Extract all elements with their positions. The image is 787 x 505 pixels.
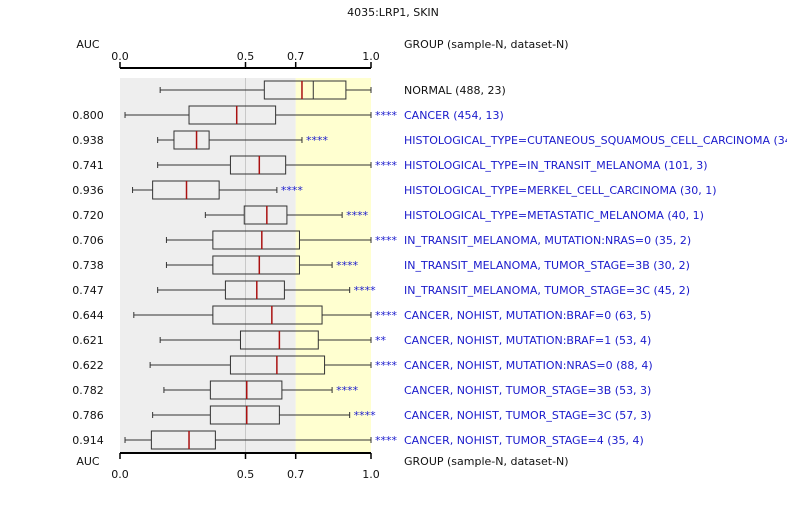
group-label: HISTOLOGICAL_TYPE=METASTATIC_MELANOMA (4… — [404, 209, 704, 222]
auc-value: 0.786 — [72, 409, 104, 422]
significance-stars: **** — [354, 409, 377, 422]
tick-label: 0.7 — [287, 50, 305, 63]
auc-value: 0.782 — [72, 384, 104, 397]
significance-stars: **** — [354, 284, 377, 297]
top-group-label: GROUP (sample-N, dataset-N) — [404, 38, 569, 51]
tick-label: 0.5 — [237, 468, 255, 481]
auc-value: 0.747 — [72, 284, 104, 297]
group-label: CANCER, NOHIST, TUMOR_STAGE=3B (53, 3) — [404, 384, 651, 397]
tick-label: 0.7 — [287, 468, 305, 481]
auc-value: 0.644 — [72, 309, 104, 322]
significance-stars: **** — [375, 434, 398, 447]
boxplot-row: 0.720 **** HISTOLOGICAL_TYPE=METASTATIC_ME… — [72, 205, 704, 225]
group-label: CANCER, NOHIST, TUMOR_STAGE=4 (35, 4) — [404, 434, 644, 447]
group-label: HISTOLOGICAL_TYPE=CUTANEOUS_SQUAMOUS_CEL… — [404, 134, 787, 147]
tick-label: 0.0 — [111, 50, 129, 63]
boxplot-row: 0.741 **** HISTOLOGICAL_TYPE=IN_TRANSIT_ME… — [72, 155, 708, 175]
reference-box-normal: NORMAL (488, 23) — [159, 80, 506, 100]
box-box — [243, 205, 288, 225]
box-box — [224, 280, 285, 300]
group-label: HISTOLOGICAL_TYPE=MERKEL_CELL_CARCINOMA … — [404, 184, 717, 197]
auc-value: 0.622 — [72, 359, 104, 372]
box-box — [209, 405, 280, 425]
significance-stars: **** — [375, 234, 398, 247]
significance-stars: **** — [375, 309, 398, 322]
auc-value: 0.706 — [72, 234, 104, 247]
box-box — [150, 430, 216, 450]
boxplot-row: 0.621 ** CANCER, NOHIST, MUTATION:BRAF=1 (… — [72, 330, 651, 350]
auc-value: 0.800 — [72, 109, 104, 122]
significance-stars: **** — [375, 359, 398, 372]
significance-stars: **** — [375, 109, 398, 122]
significance-stars: **** — [306, 134, 329, 147]
group-label: CANCER (454, 13) — [404, 109, 504, 122]
group-label: HISTOLOGICAL_TYPE=IN_TRANSIT_MELANOMA (1… — [404, 159, 708, 172]
significance-stars: ** — [375, 334, 387, 347]
significance-stars: **** — [346, 209, 369, 222]
auc-value: 0.914 — [72, 434, 104, 447]
significance-stars: **** — [336, 259, 359, 272]
box-box — [212, 230, 300, 250]
axis-bottom: 0.0 0.5 0.7 1.0 — [111, 452, 380, 481]
significance-stars: **** — [336, 384, 359, 397]
auc-value: 0.936 — [72, 184, 104, 197]
auc-value: 0.938 — [72, 134, 104, 147]
chart-title: 4035:LRP1, SKIN — [347, 6, 439, 19]
tick-label: 0.5 — [237, 50, 255, 63]
boxplot-row: 0.914 **** CANCER, NOHIST, TUMOR_STAGE=4 (… — [72, 430, 644, 450]
significance-stars: **** — [375, 159, 398, 172]
auc-value: 0.621 — [72, 334, 104, 347]
boxplot-row: 0.786 **** CANCER, NOHIST, TUMOR_STAGE=3C … — [72, 405, 651, 425]
tick-label: 0.0 — [111, 468, 129, 481]
bottom-auc-label: AUC — [76, 455, 100, 468]
boxplot-row: 0.738 **** IN_TRANSIT_MELANOMA, TUMOR_STAG… — [72, 255, 690, 275]
group-label: CANCER, NOHIST, MUTATION:BRAF=1 (53, 4) — [404, 334, 651, 347]
auc-value: 0.738 — [72, 259, 104, 272]
significance-stars: **** — [281, 184, 304, 197]
box-box — [212, 305, 323, 325]
group-label: CANCER, NOHIST, MUTATION:BRAF=0 (63, 5) — [404, 309, 651, 322]
box-box — [173, 130, 210, 150]
axis-top: 0.0 0.5 0.7 1.0 — [111, 50, 380, 69]
boxplot-row: 0.782 **** CANCER, NOHIST, TUMOR_STAGE=3B … — [72, 380, 651, 400]
boxplot-row: 0.747 **** IN_TRANSIT_MELANOMA, TUMOR_STAG… — [72, 280, 690, 300]
boxplot-rows: 0.800 **** CANCER (454, 13) 0.938 **** HISTOL… — [72, 105, 787, 450]
box-box — [229, 155, 287, 175]
boxplot-row: 0.622 **** CANCER, NOHIST, MUTATION:NRAS=0… — [72, 355, 653, 375]
group-label: CANCER, NOHIST, MUTATION:NRAS=0 (88, 4) — [404, 359, 653, 372]
tick-label: 1.0 — [362, 468, 380, 481]
boxplot-row: 0.938 **** HISTOLOGICAL_TYPE=CUTANEOUS_SQU… — [72, 130, 787, 150]
boxplot-row: 0.800 **** CANCER (454, 13) — [72, 105, 504, 125]
group-label: IN_TRANSIT_MELANOMA, TUMOR_STAGE=3C (45,… — [404, 284, 690, 297]
boxplot-row: 0.644 **** CANCER, NOHIST, MUTATION:BRAF=0… — [72, 305, 651, 325]
normal-box — [263, 80, 347, 100]
auc-value: 0.720 — [72, 209, 104, 222]
boxplot-row: 0.706 **** IN_TRANSIT_MELANOMA, MUTATION:N… — [72, 230, 691, 250]
group-label: IN_TRANSIT_MELANOMA, MUTATION:NRAS=0 (35… — [404, 234, 691, 247]
box-box — [188, 105, 277, 125]
group-label-normal: NORMAL (488, 23) — [404, 84, 506, 97]
auc-value: 0.741 — [72, 159, 104, 172]
bottom-group-label: GROUP (sample-N, dataset-N) — [404, 455, 569, 468]
group-label: IN_TRANSIT_MELANOMA, TUMOR_STAGE=3B (30,… — [404, 259, 690, 272]
top-auc-label: AUC — [76, 38, 100, 51]
box-box — [212, 255, 300, 275]
group-label: CANCER, NOHIST, TUMOR_STAGE=3C (57, 3) — [404, 409, 651, 422]
tick-label: 1.0 — [362, 50, 380, 63]
boxplot-row: 0.936 **** HISTOLOGICAL_TYPE=MERKEL_CELL_C… — [72, 180, 717, 200]
